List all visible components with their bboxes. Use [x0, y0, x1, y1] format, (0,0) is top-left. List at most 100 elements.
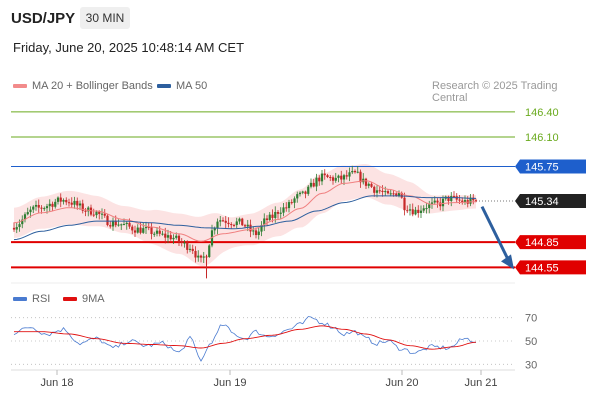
candle-body: [469, 197, 472, 204]
candle-body: [213, 228, 216, 231]
candle-body: [287, 202, 291, 209]
candle-body: [95, 211, 98, 216]
candle-body: [172, 237, 175, 240]
candle-body: [136, 227, 139, 233]
x-tick-label-jun-19: Jun 19: [213, 377, 246, 389]
candle-body: [84, 210, 87, 212]
candle-body: [111, 220, 115, 227]
candle-body: [254, 230, 258, 236]
candle-body: [318, 177, 321, 182]
candle-body: [155, 230, 159, 234]
candle-body: [422, 208, 425, 211]
instrument-title: USD/JPY: [11, 10, 76, 27]
rsi-legend-item-9ma: 9MA: [63, 293, 105, 305]
candle-body: [428, 204, 431, 209]
candle-body: [186, 242, 189, 250]
candle-body: [378, 190, 381, 192]
candle-body: [282, 207, 285, 213]
candle-body: [191, 248, 194, 251]
candle-body: [268, 214, 271, 220]
candle-body: [238, 218, 241, 222]
level-label-144.85: 144.85: [525, 237, 559, 249]
candle-body: [414, 209, 417, 215]
candle-body: [331, 177, 335, 181]
ma9-swatch: [63, 297, 77, 302]
candle-body: [334, 177, 337, 181]
candle-body: [106, 215, 109, 226]
candle-body: [120, 224, 123, 226]
candle-body: [458, 199, 461, 201]
candle-body: [87, 207, 90, 212]
candle-body: [139, 227, 142, 233]
candle-body: [452, 196, 456, 198]
rsi-tick-label-30: 30: [525, 359, 537, 371]
candle-body: [131, 226, 134, 231]
candle-body: [474, 200, 478, 202]
candle-body: [224, 220, 227, 223]
level-label-145.75: 145.75: [525, 161, 559, 173]
candle-body: [202, 256, 205, 258]
candle-body: [177, 235, 181, 242]
candle-body: [271, 214, 274, 218]
candle-body: [265, 218, 269, 220]
candle-body: [76, 200, 79, 206]
candle-body: [29, 209, 32, 213]
candle-body: [436, 200, 439, 203]
candle-body: [169, 235, 172, 240]
candle-body: [260, 225, 263, 232]
chart-header: USD/JPY 30 MIN: [0, 0, 590, 36]
level-tag-145.75: [515, 159, 586, 174]
rsi-label: RSI: [32, 293, 51, 305]
candle-body: [301, 191, 304, 193]
candle-body: [400, 192, 403, 198]
candle-body: [153, 233, 156, 235]
candle-body: [128, 222, 131, 227]
candle-body: [147, 227, 150, 229]
candle-body: [40, 207, 43, 209]
candle-body: [199, 255, 203, 258]
rsi-tick-label-50: 50: [525, 336, 537, 348]
last-price-label: 145.34: [525, 196, 559, 208]
candle-body: [419, 210, 423, 214]
candle-body: [180, 241, 183, 243]
timeframe-badge[interactable]: 30 MIN: [80, 7, 130, 29]
candle-body: [65, 199, 68, 203]
candle-body: [320, 173, 324, 182]
candle-body: [188, 248, 192, 250]
candle-body: [12, 227, 16, 230]
candle-body: [43, 208, 46, 210]
candle-body: [353, 170, 357, 173]
candle-body: [257, 231, 260, 236]
candle-body: [342, 175, 346, 180]
candle-body: [45, 206, 49, 209]
candle-body: [48, 203, 51, 207]
candle-body: [425, 208, 428, 210]
candle-body: [73, 200, 76, 205]
candle-body: [337, 175, 340, 178]
candle-body: [397, 192, 401, 196]
candle-body: [307, 186, 310, 194]
candle-body: [62, 199, 65, 202]
ma50-swatch: [157, 84, 171, 89]
chart-datetime: Friday, June 20, 2025 10:48:14 AM CET: [13, 40, 245, 55]
candle-body: [274, 211, 277, 218]
candle-body: [315, 177, 318, 187]
candle-body: [243, 225, 247, 227]
ma9-label: 9MA: [82, 293, 105, 305]
candle-body: [298, 192, 302, 195]
rsi-swatch: [13, 297, 27, 302]
candle-body: [472, 197, 475, 201]
candle-body: [403, 197, 406, 211]
candle-body: [276, 211, 280, 214]
candle-body: [100, 213, 104, 215]
candle-body: [241, 218, 244, 226]
candle-body: [249, 224, 252, 232]
candle-body: [166, 235, 170, 238]
candle-body: [351, 170, 354, 173]
forecast-arrow-shaft: [480, 205, 510, 261]
candle-body: [433, 200, 436, 203]
candle-body: [26, 212, 29, 215]
ma20-line: [13, 180, 476, 242]
last-price-tag: [515, 193, 586, 208]
